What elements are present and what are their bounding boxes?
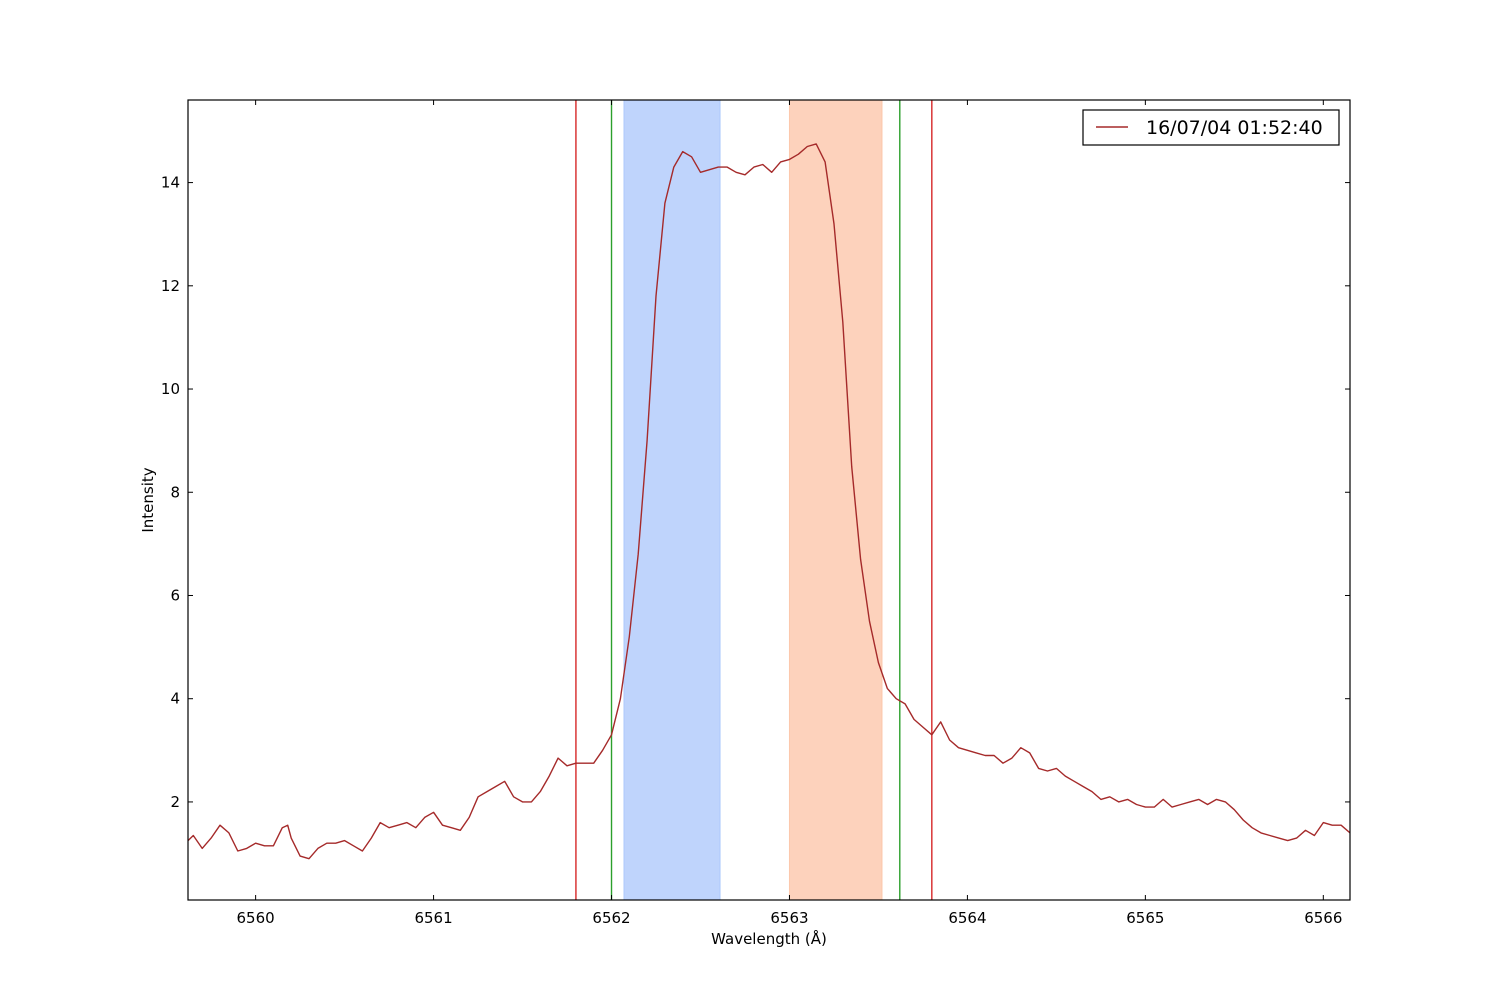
shaded-region-2 xyxy=(788,99,883,901)
vertical-marker-lines xyxy=(575,100,933,900)
x-axis-ticks: 6560 6561 6562 6563 6564 6565 6566 xyxy=(237,100,1342,927)
series-line-1 xyxy=(187,143,1351,860)
y-axis-ticks: 2 4 6 8 10 12 14 xyxy=(161,174,1350,811)
x-tick-label: 6560 xyxy=(237,909,275,927)
legend: 16/07/04 01:52:40 xyxy=(1082,109,1340,146)
x-tick-label: 6566 xyxy=(1304,909,1342,927)
x-tick-label: 6561 xyxy=(414,909,452,927)
y-tick-label: 4 xyxy=(170,690,180,708)
plot-frame xyxy=(187,99,1351,901)
x-tick-label: 6563 xyxy=(770,909,808,927)
y-tick-label: 12 xyxy=(161,277,180,295)
x-tick-label: 6565 xyxy=(1126,909,1164,927)
shaded-regions xyxy=(623,99,883,901)
x-axis-label: Wavelength (Å) xyxy=(711,929,827,948)
x-tick-label: 6562 xyxy=(592,909,630,927)
y-tick-label: 6 xyxy=(170,586,180,604)
x-tick-label: 6564 xyxy=(948,909,986,927)
shaded-region-1 xyxy=(623,99,721,901)
y-axis-label: Intensity xyxy=(139,467,157,532)
series-group xyxy=(187,143,1351,860)
y-tick-label: 14 xyxy=(161,174,180,192)
legend-entry-label: 16/07/04 01:52:40 xyxy=(1146,117,1323,139)
y-tick-label: 8 xyxy=(170,483,180,501)
y-tick-label: 2 xyxy=(170,793,180,811)
y-tick-label: 10 xyxy=(161,380,180,398)
